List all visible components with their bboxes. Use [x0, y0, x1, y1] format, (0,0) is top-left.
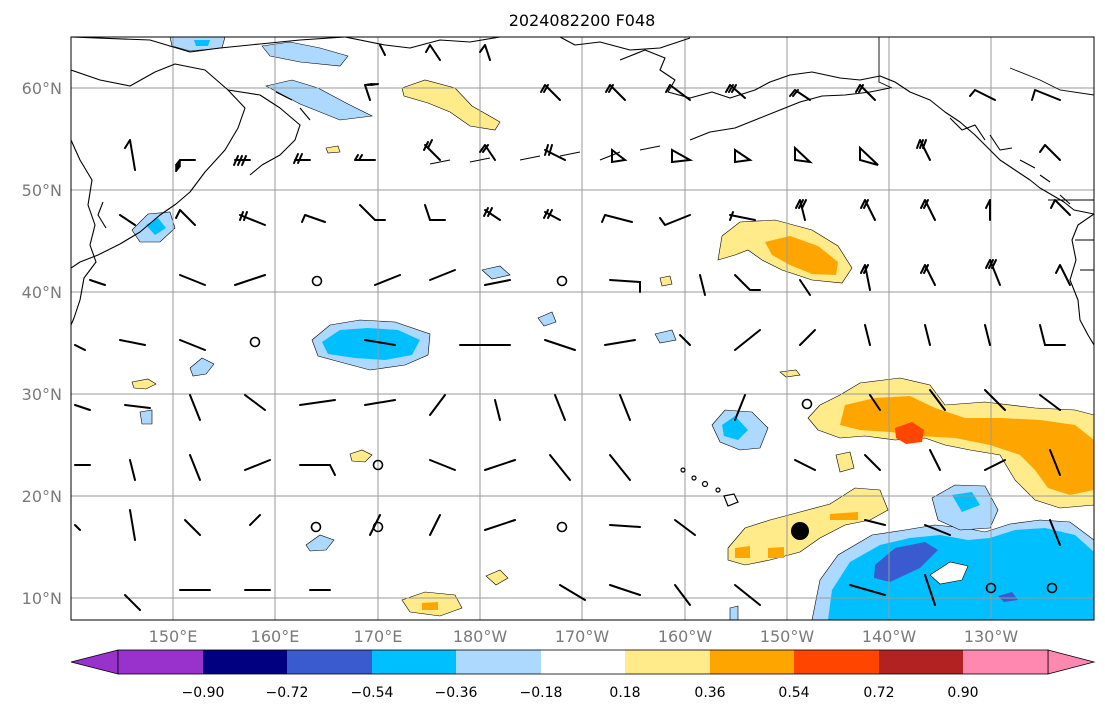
lon-label: 180°W — [453, 627, 508, 646]
hawaiian-islands — [680, 467, 739, 507]
colorbar-tick-label: 0.72 — [863, 685, 894, 701]
borders — [878, 37, 1094, 271]
negative-anomaly-hole-se — [929, 561, 969, 585]
positive-anomaly-region-ne-core — [840, 396, 1094, 495]
negative-anomaly-small-5 — [654, 329, 677, 344]
negative-anomaly-small-3 — [481, 265, 511, 280]
positive-anomaly-region-bering — [401, 79, 501, 131]
colorbar-bin — [794, 650, 879, 674]
lon-label: 130°W — [964, 627, 1019, 646]
coastline-north-america — [1069, 213, 1094, 346]
lat-label: 60°N — [22, 79, 62, 98]
lat-label: 10°N — [22, 589, 62, 608]
colorbar-tick-label: −0.36 — [435, 685, 478, 701]
coastline-bc-islands — [949, 117, 1071, 205]
border-us-states — [1075, 239, 1094, 271]
negative-anomaly-patch-se-core — [952, 492, 980, 512]
coastline-sakhalin-japan — [71, 139, 107, 326]
negative-anomaly-core-central — [322, 328, 420, 360]
colorbar-tick-label: −0.72 — [266, 685, 309, 701]
negative-anomaly-strong-se-2 — [998, 592, 1018, 602]
colorbar-tick-label: −0.18 — [520, 685, 563, 701]
map-panel — [70, 36, 1095, 621]
coastline-chukotka — [344, 37, 691, 51]
lat-label: 30°N — [22, 385, 62, 404]
positive-anomaly-small-1-core — [422, 602, 438, 610]
colorbar-bin — [456, 650, 541, 674]
coastline-asia — [71, 37, 346, 269]
negative-anomaly-small-1 — [189, 357, 215, 377]
lon-label: 150°E — [149, 627, 198, 646]
negative-anomaly-small-2 — [305, 534, 335, 552]
positive-anomaly-peak-ne — [895, 422, 924, 444]
location-marker — [791, 522, 809, 540]
colorbar-bin — [963, 650, 1048, 674]
positive-anomaly-region-hawaii — [727, 487, 889, 566]
colorbar-bin — [118, 650, 203, 674]
negative-anomaly-region-bering-1 — [265, 79, 374, 121]
coastline-alaska-west — [619, 49, 911, 99]
lon-label: 170°W — [555, 627, 610, 646]
lat-label: 20°N — [22, 487, 62, 506]
positive-anomaly-small-8 — [325, 145, 341, 154]
positive-anomaly-spot-hawaii-3 — [830, 512, 858, 520]
colorbar-bin — [372, 650, 456, 674]
colorbar-bin — [710, 650, 794, 674]
colorbar-tick-label: 0.90 — [947, 685, 978, 701]
lon-label: 150°W — [760, 627, 815, 646]
positive-anomaly-spot-hawaii — [735, 546, 750, 558]
coastline-alaska-aleutians — [429, 87, 891, 165]
colorbar: −0.90 −0.72 −0.54 −0.36 −0.18 0.18 0.36 … — [70, 649, 1096, 701]
negative-anomaly-strong-se — [874, 542, 938, 582]
lon-label: 170°E — [354, 627, 403, 646]
positive-anomaly-spot-hawaii-2 — [768, 547, 784, 558]
colorbar-bin — [541, 650, 625, 674]
colorbar-tick-label: 0.54 — [778, 685, 809, 701]
coastline-alaska-se — [909, 91, 1094, 215]
positive-anomaly-core-goa — [765, 236, 838, 275]
map-frame — [70, 36, 1095, 621]
positive-anomaly-small-4 — [485, 569, 509, 586]
coastlines — [71, 37, 1094, 346]
calm-markers — [249, 275, 1058, 594]
negative-anomaly-core-nw-hawaii — [722, 416, 748, 440]
border-alaska-canada — [878, 37, 893, 89]
colorbar-tick-label: 0.36 — [694, 685, 725, 701]
colorbar-tick-label: −0.54 — [351, 685, 394, 701]
chart-title: 2024082200 F048 — [509, 11, 656, 30]
colorbar-tick-label: −0.90 — [182, 685, 225, 701]
lon-label: 160°W — [658, 627, 713, 646]
lon-axis-labels: 150°E 160°E 170°E 180°W 170°W 160°W 150°… — [149, 627, 1019, 646]
colorbar-extend-under — [70, 649, 119, 675]
anomaly-fill-layer — [131, 37, 1094, 620]
lon-label: 160°E — [251, 627, 300, 646]
wind-barbs — [74, 44, 1071, 611]
colorbar-extend-over — [1047, 649, 1096, 675]
colorbar-tick-label: 0.18 — [609, 685, 640, 701]
lat-label: 50°N — [22, 181, 62, 200]
colorbar-bin — [625, 650, 710, 674]
positive-anomaly-small-2 — [131, 378, 157, 390]
lon-label: 140°W — [862, 627, 917, 646]
gridlines — [71, 37, 1094, 620]
colorbar-bin — [879, 650, 963, 674]
positive-anomaly-small-6 — [779, 369, 801, 378]
negative-anomaly-core-bering-3 — [194, 40, 210, 46]
negative-anomaly-small-4 — [537, 311, 557, 327]
lat-label: 40°N — [22, 283, 62, 302]
colorbar-bin — [287, 650, 372, 674]
border-canada-prov — [1009, 67, 1094, 96]
positive-anomaly-small-7 — [835, 451, 855, 473]
lat-axis-labels: 60°N 50°N 40°N 30°N 20°N 10°N — [22, 79, 62, 608]
positive-anomaly-small-3 — [349, 449, 373, 463]
negative-anomaly-small-6 — [139, 409, 153, 425]
colorbar-bin — [203, 650, 287, 674]
negative-anomaly-small-7 — [729, 605, 739, 620]
colorbar-frame — [117, 649, 1049, 675]
positive-anomaly-small-5 — [659, 275, 673, 287]
coastline-kamchatka — [227, 89, 311, 176]
